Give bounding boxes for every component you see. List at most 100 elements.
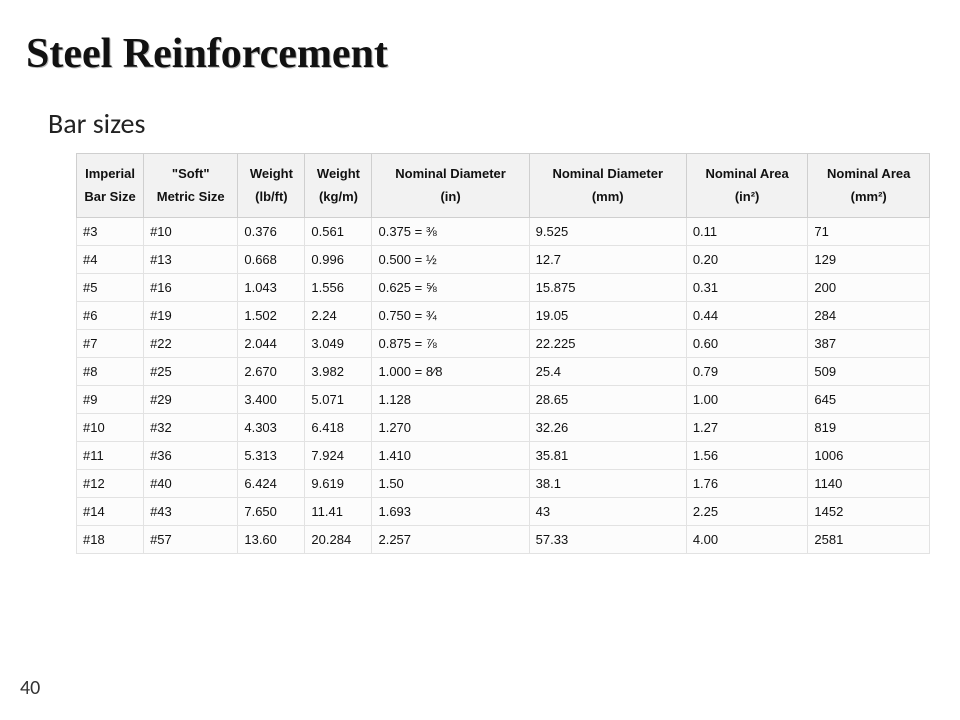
table-header-cell: Nominal Diameter(mm) [529,154,686,218]
table-cell: 20.284 [305,525,372,553]
table-cell: 1.27 [686,413,808,441]
table-cell: 22.225 [529,329,686,357]
table-header-cell: ImperialBar Size [77,154,144,218]
table-header-row: ImperialBar Size"Soft"Metric SizeWeight(… [77,154,930,218]
table-cell: 15.875 [529,273,686,301]
table-cell: 509 [808,357,930,385]
table-cell: #10 [144,217,238,245]
table-cell: 1.043 [238,273,305,301]
table-cell: 11.41 [305,497,372,525]
table-cell: 0.31 [686,273,808,301]
table-cell: 819 [808,413,930,441]
table-cell: #40 [144,469,238,497]
table-cell: #10 [77,413,144,441]
table-cell: #14 [77,497,144,525]
table-header-cell: Nominal Diameter(in) [372,154,529,218]
table-cell: 1452 [808,497,930,525]
table-cell: 2.670 [238,357,305,385]
table-row: #4#130.6680.9960.500 = ½12.70.20129 [77,245,930,273]
table-header-cell: Weight(kg/m) [305,154,372,218]
table-cell: 387 [808,329,930,357]
bar-sizes-table: ImperialBar Size"Soft"Metric SizeWeight(… [76,153,930,554]
table-cell: 0.376 [238,217,305,245]
table-cell: #6 [77,301,144,329]
table-cell: 25.4 [529,357,686,385]
table-cell: #9 [77,385,144,413]
table-row: #7#222.0443.0490.875 = ⅞22.2250.60387 [77,329,930,357]
table-cell: 13.60 [238,525,305,553]
table-cell: 1.270 [372,413,529,441]
table-cell: 3.049 [305,329,372,357]
table-cell: 4.303 [238,413,305,441]
table-header-cell: "Soft"Metric Size [144,154,238,218]
table-cell: 43 [529,497,686,525]
table-cell: 1.410 [372,441,529,469]
table-header-cell: Weight(lb/ft) [238,154,305,218]
table-cell: 1.693 [372,497,529,525]
table-cell: 12.7 [529,245,686,273]
bar-sizes-table-wrap: ImperialBar Size"Soft"Metric SizeWeight(… [76,153,930,554]
table-cell: 1.00 [686,385,808,413]
table-row: #11#365.3137.9241.41035.811.561006 [77,441,930,469]
table-cell: 4.00 [686,525,808,553]
table-cell: #5 [77,273,144,301]
table-row: #3#100.3760.5610.375 = ⅜9.5250.1171 [77,217,930,245]
table-cell: 645 [808,385,930,413]
table-cell: 1006 [808,441,930,469]
table-cell: 129 [808,245,930,273]
table-cell: 1140 [808,469,930,497]
table-cell: 3.400 [238,385,305,413]
table-cell: 57.33 [529,525,686,553]
table-cell: 19.05 [529,301,686,329]
table-cell: #19 [144,301,238,329]
table-cell: 6.424 [238,469,305,497]
table-cell: #36 [144,441,238,469]
table-cell: 2.044 [238,329,305,357]
table-cell: #32 [144,413,238,441]
table-cell: 9.619 [305,469,372,497]
table-row: #18#5713.6020.2842.25757.334.002581 [77,525,930,553]
table-cell: #18 [77,525,144,553]
table-cell: #22 [144,329,238,357]
table-cell: 0.375 = ⅜ [372,217,529,245]
table-header-cell: Nominal Area(in²) [686,154,808,218]
table-cell: 0.668 [238,245,305,273]
table-cell: #43 [144,497,238,525]
table-cell: 2.25 [686,497,808,525]
table-cell: #12 [77,469,144,497]
table-cell: 1.50 [372,469,529,497]
table-cell: 1.128 [372,385,529,413]
table-cell: 0.875 = ⅞ [372,329,529,357]
table-cell: 38.1 [529,469,686,497]
table-cell: #29 [144,385,238,413]
table-row: #8#252.6703.9821.000 = 8⁄825.40.79509 [77,357,930,385]
table-row: #5#161.0431.5560.625 = ⅝15.8750.31200 [77,273,930,301]
table-cell: 7.924 [305,441,372,469]
table-cell: #4 [77,245,144,273]
section-subtitle: Bar sizes [48,106,940,141]
table-cell: #13 [144,245,238,273]
table-cell: 0.11 [686,217,808,245]
table-cell: 1.56 [686,441,808,469]
table-cell: #11 [77,441,144,469]
table-cell: 0.625 = ⅝ [372,273,529,301]
table-cell: 0.60 [686,329,808,357]
table-cell: #3 [77,217,144,245]
table-cell: #7 [77,329,144,357]
page-title: Steel Reinforcement [26,30,940,78]
table-cell: 5.071 [305,385,372,413]
table-cell: 1.000 = 8⁄8 [372,357,529,385]
table-cell: 5.313 [238,441,305,469]
table-row: #12#406.4249.6191.5038.11.761140 [77,469,930,497]
table-cell: 28.65 [529,385,686,413]
table-cell: 2581 [808,525,930,553]
table-cell: 0.561 [305,217,372,245]
table-cell: 7.650 [238,497,305,525]
table-cell: 32.26 [529,413,686,441]
table-row: #6#191.5022.240.750 = ¾19.050.44284 [77,301,930,329]
table-cell: 200 [808,273,930,301]
table-cell: #57 [144,525,238,553]
table-cell: 9.525 [529,217,686,245]
table-row: #9#293.4005.0711.12828.651.00645 [77,385,930,413]
table-header-cell: Nominal Area(mm²) [808,154,930,218]
